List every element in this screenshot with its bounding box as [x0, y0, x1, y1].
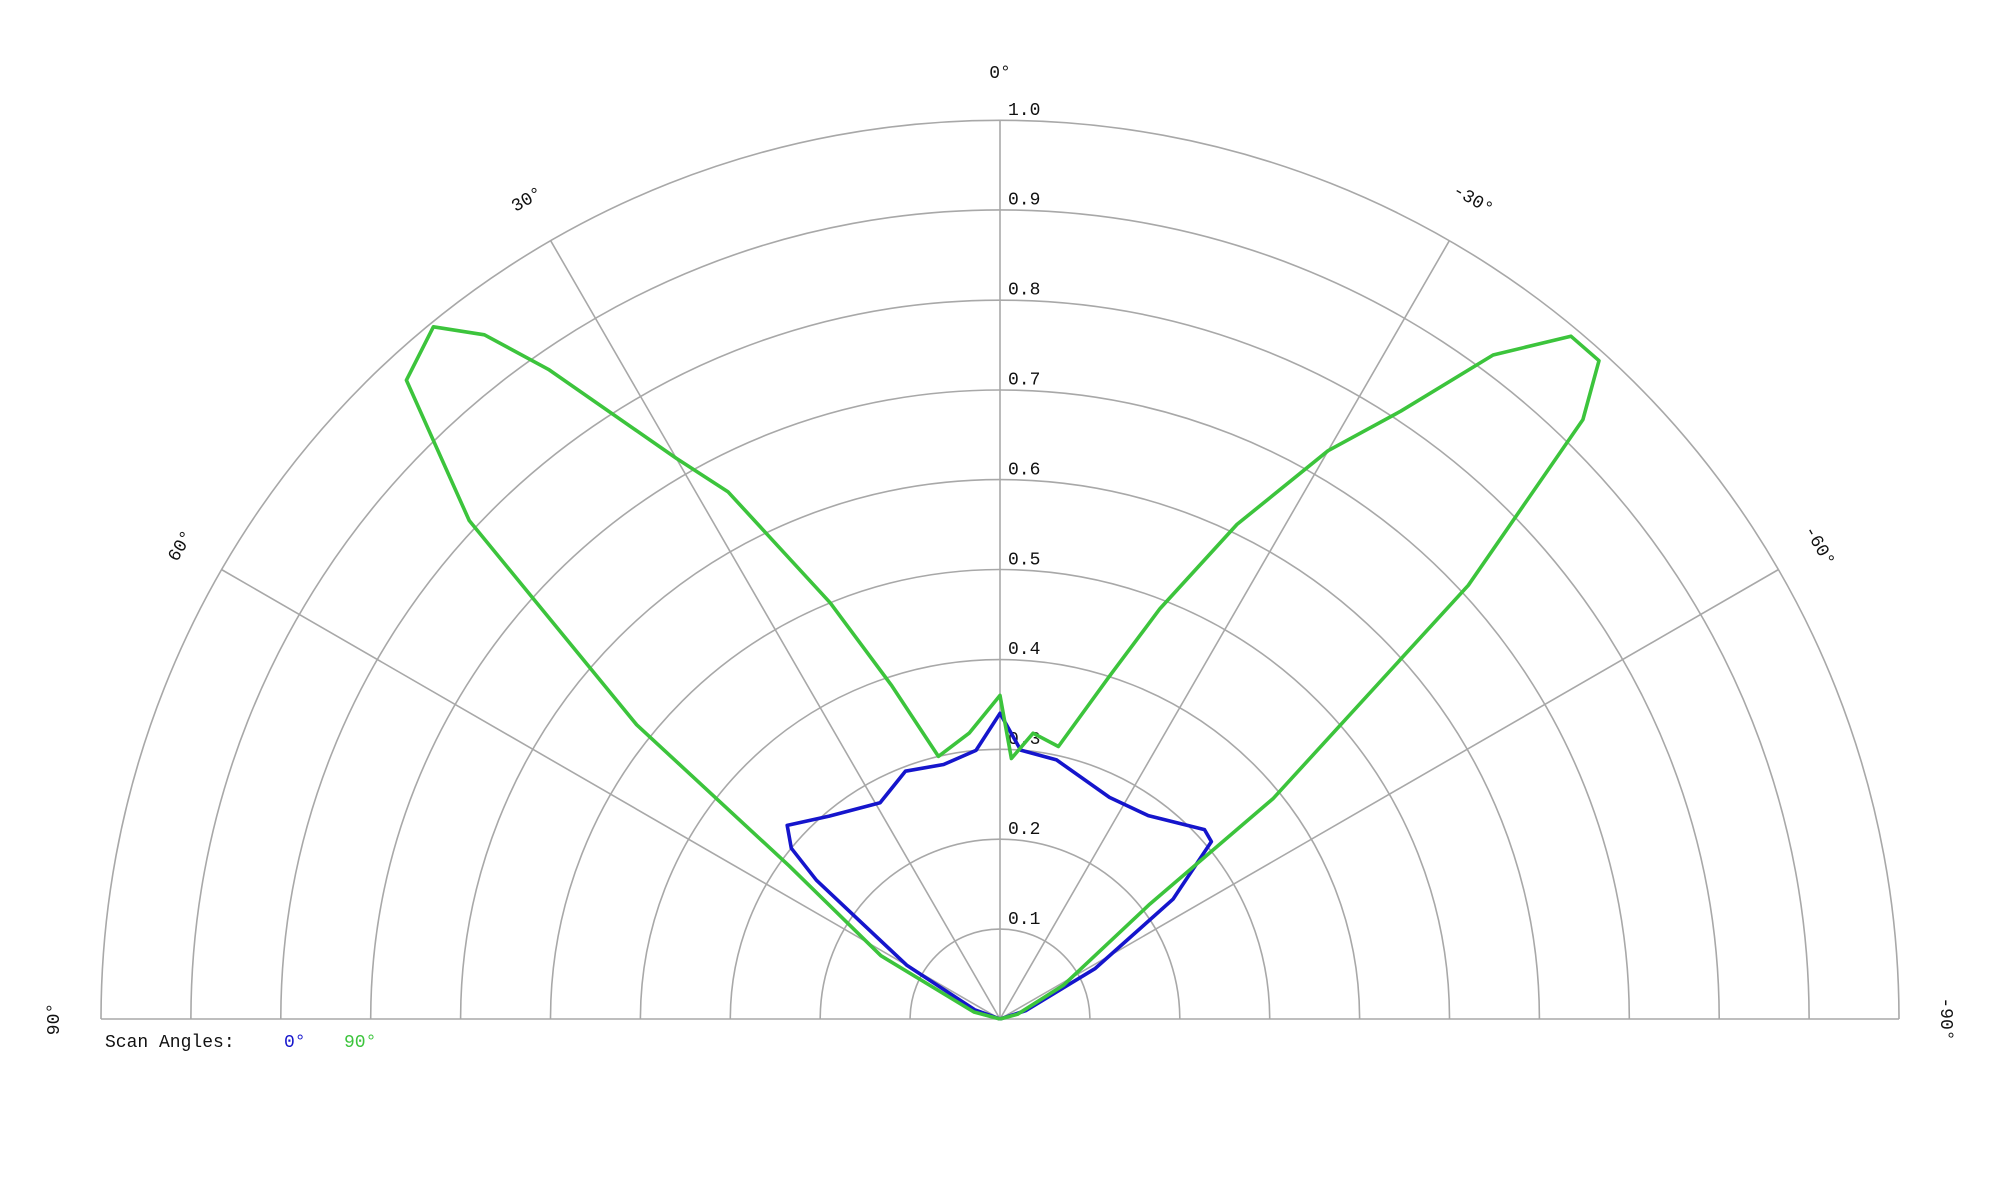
- r-tick-label: 0.1: [1008, 910, 1040, 930]
- r-tick-label: 0.5: [1008, 550, 1040, 570]
- theta-tick-label: -60°: [1799, 523, 1838, 570]
- r-tick-label: 0.2: [1008, 820, 1040, 840]
- series-line: [785, 711, 1214, 1021]
- grid-spoke: [549, 240, 1001, 1020]
- r-tick-label: 0.6: [1008, 460, 1040, 480]
- r-tick-label: 0.9: [1008, 191, 1040, 211]
- r-tick-label: 0.8: [1008, 281, 1040, 301]
- theta-tick-label: -90°: [1935, 997, 1955, 1040]
- r-tick-label: 0.7: [1008, 370, 1040, 390]
- theta-tick-label: -30°: [1449, 181, 1496, 220]
- series-line: [404, 325, 1601, 1021]
- legend-title: Scan Angles:: [105, 1033, 235, 1053]
- grid-spoke: [221, 568, 1001, 1020]
- grid-spoke: [999, 240, 1451, 1020]
- r-tick-label: 1.0: [1008, 101, 1040, 121]
- legend-entry: 0°: [284, 1033, 306, 1053]
- r-tick-label: 0.4: [1008, 640, 1040, 660]
- theta-tick-label: 30°: [508, 184, 546, 218]
- theta-tick-label: 90°: [45, 1003, 65, 1035]
- theta-tick-label: 60°: [165, 527, 199, 565]
- legend-entry: 90°: [344, 1033, 376, 1053]
- grid-spoke: [999, 568, 1779, 1020]
- theta-tick-label: 0°: [989, 64, 1011, 84]
